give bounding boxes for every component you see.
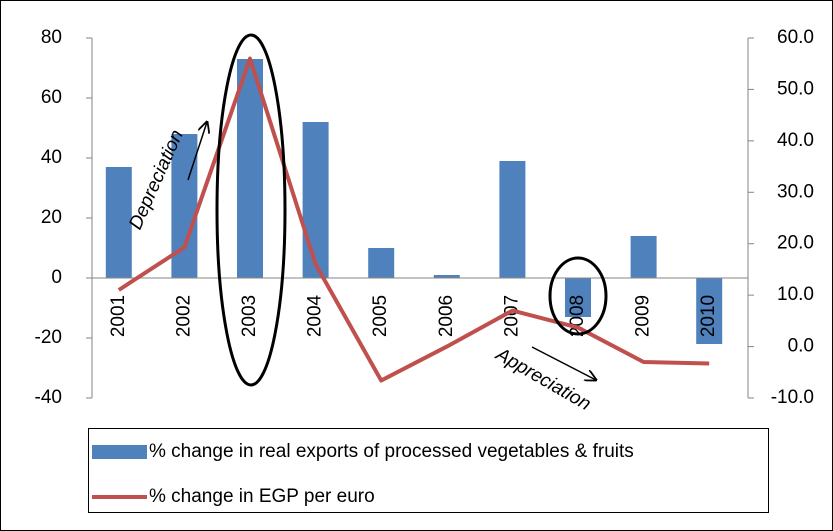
legend-label: % change in EGP per euro	[149, 486, 375, 507]
x-tick-label: 2003	[239, 295, 260, 337]
bar	[696, 278, 723, 344]
y-tick-label: 20	[41, 207, 62, 228]
y2-tick-label: -10.0	[771, 387, 814, 408]
x-tick-label: 2010	[698, 295, 719, 337]
bar	[630, 236, 657, 278]
bar	[433, 275, 460, 278]
legend-swatch	[92, 445, 147, 459]
y-tick-label: 60	[41, 87, 62, 108]
y2-tick-label: 60.0	[777, 27, 814, 48]
x-tick-label: 2001	[108, 295, 129, 337]
line	[117, 56, 710, 383]
bar	[499, 161, 526, 278]
plot-area: -40 -20 0 20 40 60 80 -10.0 0.0 10.0 20.0 30.0 40.0 5…	[35, 27, 814, 408]
x-tick-label: 2002	[173, 295, 194, 337]
y2-tick-label: 20.0	[777, 233, 814, 254]
highlight-ellipse	[215, 33, 287, 387]
bar	[105, 167, 132, 278]
y2-tick-label: 40.0	[777, 130, 814, 151]
y2-tick-label: 0.0	[788, 336, 814, 357]
arrow	[187, 122, 207, 181]
x-tick-label: 2007	[501, 295, 522, 337]
bar	[302, 122, 329, 278]
bar	[565, 278, 591, 317]
bar	[368, 248, 395, 278]
y2-tick-label: 30.0	[777, 181, 814, 202]
bar	[237, 59, 263, 278]
arrow	[531, 346, 596, 380]
y-tick-label: 40	[41, 147, 62, 168]
y2-tick-label: 10.0	[777, 284, 814, 305]
highlight-ellipse	[548, 256, 608, 336]
legend-label: % change in real exports of processed ve…	[149, 441, 634, 462]
x-tick-label: 2006	[436, 295, 457, 337]
y-tick-label: -40	[35, 387, 62, 408]
x-tick-label: 2009	[633, 295, 654, 337]
y2-tick-label: 50.0	[777, 78, 814, 99]
y-tick-label: -20	[35, 327, 62, 348]
x-tick-label: 2005	[370, 295, 391, 337]
legend	[88, 428, 769, 513]
y-tick-label: 0	[51, 267, 62, 288]
y-tick-label: 80	[41, 27, 62, 48]
x-tick-label: 2004	[305, 294, 326, 337]
